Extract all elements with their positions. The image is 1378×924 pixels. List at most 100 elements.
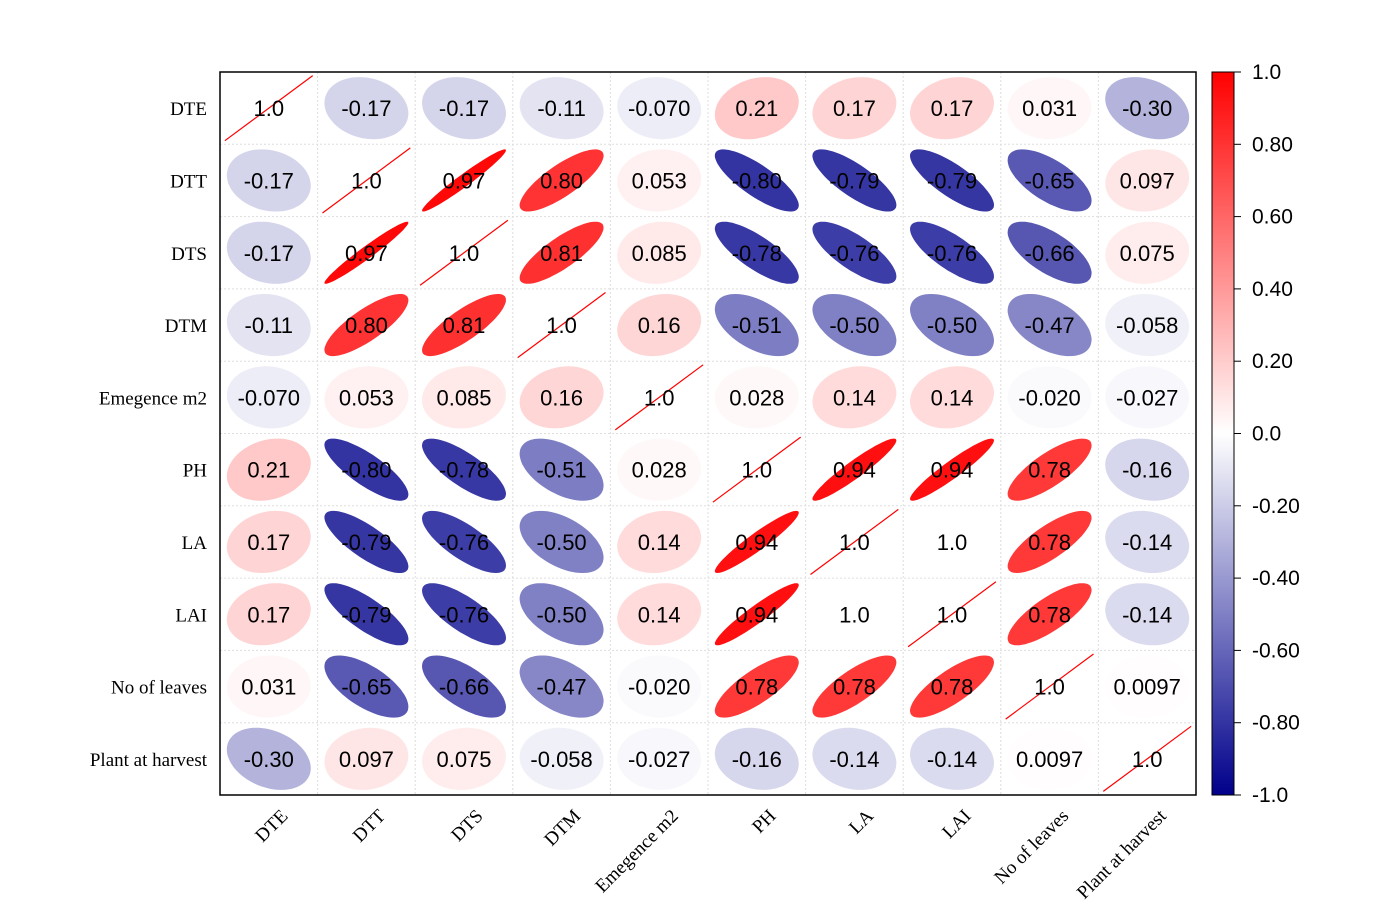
column-label: Plant at harvest <box>1073 805 1171 903</box>
correlation-value-label: 0.81 <box>540 241 583 266</box>
correlation-ellipse <box>617 294 702 357</box>
column-label: DTE <box>251 806 292 847</box>
correlation-ellipse <box>324 438 409 501</box>
matrix-cell: 0.21 <box>714 77 799 140</box>
correlation-ellipse <box>1105 294 1190 357</box>
correlation-ellipse <box>519 583 604 646</box>
correlation-ellipse <box>1007 727 1092 790</box>
correlation-ellipse <box>226 221 311 284</box>
matrix-cell: 0.78 <box>714 655 799 718</box>
colorbar-tick-label: 1.0 <box>1252 61 1281 84</box>
matrix-cell: 0.14 <box>910 366 994 429</box>
correlation-ellipse <box>1007 77 1092 140</box>
correlation-ellipse <box>812 366 897 429</box>
correlation-value-label: 0.085 <box>436 385 491 410</box>
diagonal-line <box>1005 653 1094 720</box>
matrix-cell: 1.0 <box>614 364 704 431</box>
correlation-value-label: -0.80 <box>732 168 782 193</box>
correlation-value-label: -0.78 <box>732 241 782 266</box>
correlation-ellipse <box>1105 438 1190 501</box>
matrix-cell: 0.075 <box>1105 221 1190 284</box>
matrix-cell: -0.47 <box>519 655 604 718</box>
column-label: LA <box>845 805 878 838</box>
correlation-value-label: 0.028 <box>729 385 784 410</box>
row-label: DTM <box>165 316 207 337</box>
correlation-value-label: 1.0 <box>449 241 480 266</box>
correlation-value-label: 1.0 <box>1034 675 1065 700</box>
matrix-cell: 0.78 <box>910 655 994 718</box>
correlation-ellipse <box>910 77 994 140</box>
correlation-ellipse <box>519 77 604 140</box>
correlation-ellipse <box>1007 221 1092 284</box>
correlation-ellipse <box>422 510 506 573</box>
matrix-cell: -0.76 <box>910 221 994 284</box>
diagonal-line <box>810 508 899 575</box>
correlation-ellipse <box>226 438 311 501</box>
row-label: DTS <box>171 244 207 265</box>
matrix-cell: -0.16 <box>1105 438 1190 501</box>
correlation-ellipse <box>1007 366 1092 429</box>
matrix-cell: 0.031 <box>226 655 311 718</box>
matrix-cell: -0.76 <box>812 221 897 284</box>
correlation-value-label: 0.16 <box>638 313 681 338</box>
colorbar-tick-label: 0.0 <box>1252 423 1281 446</box>
correlation-ellipse <box>422 366 506 429</box>
correlation-value-label: -0.78 <box>439 458 489 483</box>
correlation-ellipse <box>617 583 702 646</box>
correlation-value-label: 0.14 <box>638 530 681 555</box>
correlation-value-label: -0.17 <box>244 168 294 193</box>
matrix-cell: 0.085 <box>617 221 702 284</box>
correlation-value-label: -0.51 <box>537 458 587 483</box>
correlation-value-label: -0.76 <box>829 241 879 266</box>
matrix-cell: -0.14 <box>1105 510 1190 573</box>
matrix-cell: -0.070 <box>617 77 702 140</box>
matrix-cell: -0.79 <box>812 149 897 212</box>
correlation-ellipse <box>812 149 897 212</box>
correlation-value-label: -0.79 <box>829 168 879 193</box>
correlation-ellipse <box>617 149 702 212</box>
correlation-value-label: -0.47 <box>1025 313 1075 338</box>
matrix-cell: -0.11 <box>519 77 604 140</box>
matrix-cell: -0.50 <box>910 294 994 357</box>
matrix-cell: -0.79 <box>324 583 409 646</box>
diagonal-line <box>614 364 704 431</box>
correlation-value-label: 0.78 <box>833 675 876 700</box>
correlation-ellipse <box>714 510 799 573</box>
matrix-cell: 0.14 <box>812 366 897 429</box>
correlation-value-label: 1.0 <box>839 602 870 627</box>
matrix-cell: -0.50 <box>519 583 604 646</box>
matrix-cell: 0.94 <box>910 438 994 501</box>
matrix-cell: -0.070 <box>226 366 311 429</box>
correlation-ellipse <box>519 438 604 501</box>
correlation-value-label: 0.78 <box>1028 458 1071 483</box>
matrix-cell: -0.78 <box>714 221 799 284</box>
column-label: Emegence m2 <box>591 806 682 897</box>
matrix-cell: 1.0 <box>517 292 606 359</box>
matrix-cell: -0.80 <box>324 438 409 501</box>
correlation-value-label: -0.058 <box>530 747 592 772</box>
correlation-value-label: -0.14 <box>927 747 977 772</box>
correlation-ellipse <box>910 221 994 284</box>
correlation-ellipse <box>617 438 702 501</box>
matrix-cell: -0.17 <box>226 149 311 212</box>
correlation-value-label: -0.50 <box>537 530 587 555</box>
correlation-ellipse <box>422 583 506 646</box>
correlation-value-label: 0.028 <box>632 458 687 483</box>
correlation-value-label: 0.053 <box>339 385 394 410</box>
correlation-value-label: 0.14 <box>931 385 974 410</box>
row-label: PH <box>183 461 208 482</box>
matrix-cell: 0.80 <box>324 294 409 357</box>
correlation-value-label: 1.0 <box>742 458 773 483</box>
correlation-ellipse <box>714 583 799 646</box>
correlation-ellipse <box>1007 149 1092 212</box>
matrix-cell: 0.97 <box>324 221 409 284</box>
correlation-value-label: -0.66 <box>439 675 489 700</box>
row-label: DTE <box>170 99 207 120</box>
correlation-value-label: -0.65 <box>1025 168 1075 193</box>
matrix-cell: 0.17 <box>226 510 311 573</box>
correlation-value-label: -0.76 <box>439 530 489 555</box>
matrix-cell: -0.65 <box>1007 149 1092 212</box>
correlation-ellipse <box>1105 221 1190 284</box>
correlation-value-label: 0.80 <box>540 168 583 193</box>
